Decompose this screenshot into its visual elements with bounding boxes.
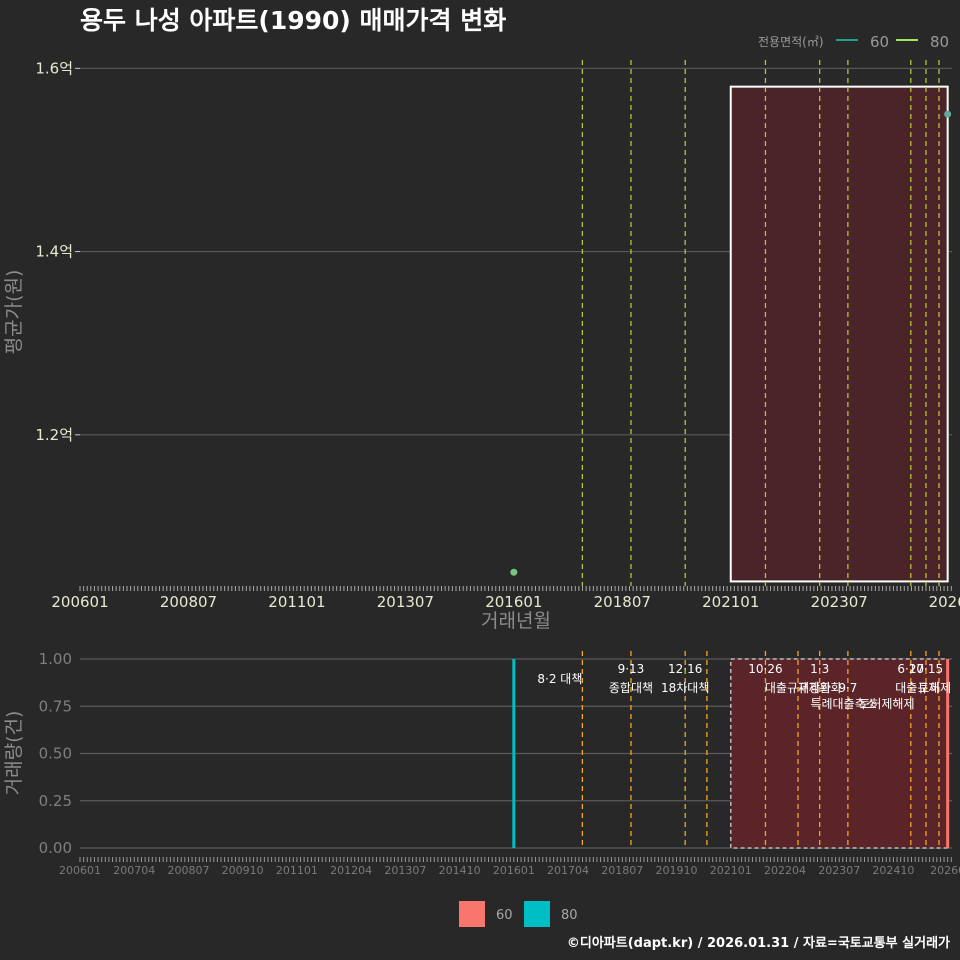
x-tick-label: 200807 <box>160 593 217 611</box>
legend-swatch-80 <box>524 901 550 927</box>
highlight-box <box>729 85 949 583</box>
x-tick-label: 200601 <box>59 864 101 877</box>
policy-annotation: 12·16 <box>668 662 702 676</box>
policy-annotation: 8·2 대책 <box>537 671 582 686</box>
legend-swatch-60 <box>459 901 485 927</box>
x-tick-label: 201101 <box>276 864 318 877</box>
policy-annotation: 10·15 <box>909 662 943 676</box>
y-tick-label: 0.00 <box>39 839 72 857</box>
legend-label-60: 60 <box>496 908 513 923</box>
volume-bar-80 <box>512 659 516 848</box>
x-tick-label: 201704 <box>547 864 589 877</box>
policy-annotation: 토허제해제 <box>859 697 914 711</box>
x-tick-label: 201101 <box>268 593 325 611</box>
policy-annotation: 종합대책 <box>609 680 653 695</box>
x-axis-title: 거래년월 <box>481 610 551 632</box>
y-tick-label: 1.2억 <box>35 426 73 444</box>
x-tick-label: 200910 <box>222 864 264 877</box>
policy-annotation: 10·26 <box>748 662 782 676</box>
y-axis-title-volume: 거래량(건) <box>3 711 25 796</box>
x-tick-label: 201601 <box>493 864 535 877</box>
y-tick-label: 0.25 <box>39 792 72 810</box>
y-tick-label: 1.00 <box>39 650 72 668</box>
x-tick-label: 202204 <box>764 864 806 877</box>
x-tick-label: 201204 <box>330 864 372 877</box>
x-tick-label: 20260 <box>930 864 960 877</box>
policy-annotation: 18차대책 <box>661 680 709 695</box>
legend-title: 전용면적(㎡) <box>758 35 824 49</box>
x-tick-label: 202101 <box>702 593 759 611</box>
x-tick-label: 201307 <box>377 593 434 611</box>
x-tick-label: 201307 <box>384 864 426 877</box>
legend-label-60: 60 <box>870 33 889 51</box>
policy-annotation: 규제완화 <box>798 681 842 695</box>
x-tick-label: 202410 <box>872 864 914 877</box>
y-tick-label: 1.4억 <box>35 243 73 261</box>
price-point-60 <box>944 110 952 118</box>
x-tick-label: 200704 <box>113 864 155 877</box>
x-tick-label: 201601 <box>485 593 542 611</box>
x-tick-label: 202307 <box>811 593 868 611</box>
y-tick-label: 0.50 <box>39 745 72 763</box>
policy-annotation: 대출규제 <box>895 681 939 695</box>
x-tick-label: 202307 <box>818 864 860 877</box>
policy-annotation: 1·3 <box>810 662 829 676</box>
highlight-box <box>729 658 949 849</box>
x-tick-label: 202101 <box>710 864 752 877</box>
caption: ©디아파트(dapt.kr) / 2026.01.31 / 자료=국토교통부 실… <box>567 935 950 951</box>
y-tick-label: 1.6억 <box>35 59 73 77</box>
volume-panel: 1.00 0.75 0.50 0.25 0.00 8·2 대책 9·13 종합대책 12·16 1… <box>39 650 960 877</box>
policy-annotation: 9·13 <box>618 662 645 676</box>
legend-label-80: 80 <box>561 908 578 923</box>
x-tick-label: 201410 <box>439 864 481 877</box>
policy-annotation: 9·7 <box>838 681 857 695</box>
legend-bottom: 60 80 <box>459 901 578 927</box>
policy-annotation: 토허제 <box>918 681 951 695</box>
price-panel: 1.6억 1.4억 1.2억 200601 200807 201101 201307 2016… <box>35 59 960 611</box>
legend-label-80: 80 <box>930 33 949 51</box>
policy-annotation: 특례대출축소 <box>810 697 876 711</box>
x-tick-label: 200601 <box>51 593 108 611</box>
x-tick-label: 201807 <box>594 593 651 611</box>
policy-annotation: 대출규제강화 <box>765 681 831 695</box>
x-tick-label: 201807 <box>601 864 643 877</box>
price-point-80 <box>510 568 518 576</box>
x-tick-label: 2026 <box>929 593 960 611</box>
volume-bar-60 <box>946 659 950 848</box>
chart-title: 용두 나성 아파트(1990) 매매가격 변화 <box>80 6 506 35</box>
legend-top: 전용면적(㎡) 60 80 <box>758 33 949 51</box>
policy-annotation: 6·27 <box>897 662 924 676</box>
x-tick-label: 200807 <box>167 864 209 877</box>
y-axis-title: 평균가(원) <box>3 270 25 355</box>
x-tick-label: 201910 <box>656 864 698 877</box>
y-tick-label: 0.75 <box>39 697 72 715</box>
